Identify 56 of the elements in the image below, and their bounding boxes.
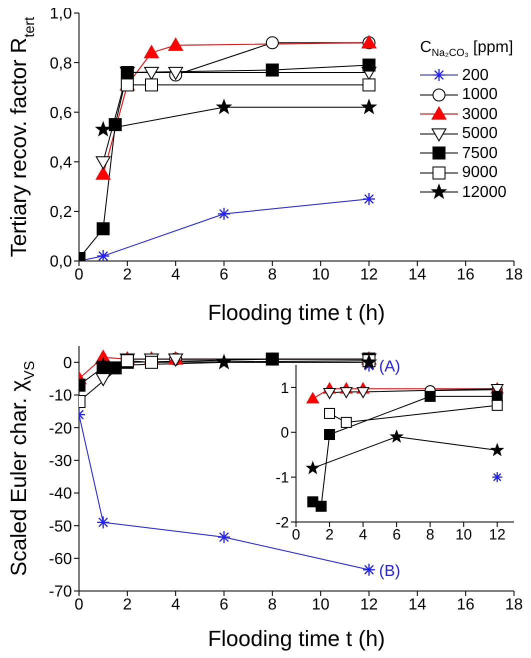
x-tick-label: 14 <box>408 266 426 284</box>
y-tick-label: 0,0 <box>50 254 72 271</box>
x-tick-label: 12 <box>360 266 378 284</box>
y-tick-label: -10 <box>48 388 72 405</box>
y-tick-label: -2 <box>276 514 289 532</box>
annotation: (A) <box>379 358 400 376</box>
y-tick-label: -70 <box>48 584 72 601</box>
x-tick-label: 16 <box>456 266 475 284</box>
legend-label: 12000 <box>462 182 506 202</box>
x-tick-label: 6 <box>220 266 229 284</box>
y-tick-label: -30 <box>48 453 72 470</box>
x-tick-label: 18 <box>505 596 523 614</box>
legend-label: 1000 <box>462 85 498 105</box>
x-tick-label: 18 <box>505 266 523 284</box>
y-tick-label: 0,8 <box>50 55 72 72</box>
x-tick-label: 10 <box>312 596 330 614</box>
legend-label: 9000 <box>462 163 498 183</box>
x-tick-label: 12 <box>488 526 506 544</box>
legend-label: 3000 <box>462 104 498 124</box>
x-tick-label: 4 <box>171 266 180 284</box>
x-tick-label: 16 <box>456 596 475 614</box>
y-tick-label: -50 <box>48 518 72 536</box>
y-tick-label: 0,6 <box>50 104 72 122</box>
legend-title: C$_{Na₂CO₃}$ [ppm] <box>420 39 514 60</box>
x-tick-label: 2 <box>122 266 132 284</box>
y-tick-label: -1 <box>276 469 289 486</box>
x-tick-label: 10 <box>312 266 330 284</box>
x-tick-label: 0 <box>292 526 300 544</box>
y-tick-label: 0,2 <box>50 204 72 222</box>
x-tick-label: 0 <box>74 596 84 614</box>
y-tick-label: -60 <box>48 551 72 568</box>
y-tick-label: 1 <box>280 380 289 397</box>
y-tick-label: 0 <box>280 424 289 442</box>
x-tick-label: 14 <box>408 596 426 614</box>
annotation: (B) <box>379 562 400 580</box>
x-axis-title: Flooding time t (h) <box>208 300 386 325</box>
x-tick-label: 2 <box>122 596 132 614</box>
x-tick-label: 0 <box>74 266 84 284</box>
y-tick-label: -40 <box>48 486 72 503</box>
x-axis-title: Flooding time t (h) <box>208 626 386 651</box>
x-tick-label: 2 <box>325 526 334 544</box>
legend-label: 200 <box>462 66 489 86</box>
y-tick-label: -20 <box>48 420 72 438</box>
x-tick-label: 4 <box>171 596 180 614</box>
x-tick-label: 12 <box>360 596 378 614</box>
x-tick-label: 6 <box>220 596 229 614</box>
x-tick-label: 8 <box>268 596 277 614</box>
x-tick-label: 4 <box>358 526 368 544</box>
legend-label: 7500 <box>462 144 498 164</box>
x-tick-label: 8 <box>426 526 434 544</box>
x-tick-label: 8 <box>268 266 277 284</box>
legend-label: 5000 <box>462 124 498 144</box>
y-tick-label: 0 <box>63 355 72 372</box>
y-tick-label: 0,4 <box>50 154 72 172</box>
x-tick-label: 10 <box>455 526 472 544</box>
x-tick-label: 6 <box>392 526 401 544</box>
